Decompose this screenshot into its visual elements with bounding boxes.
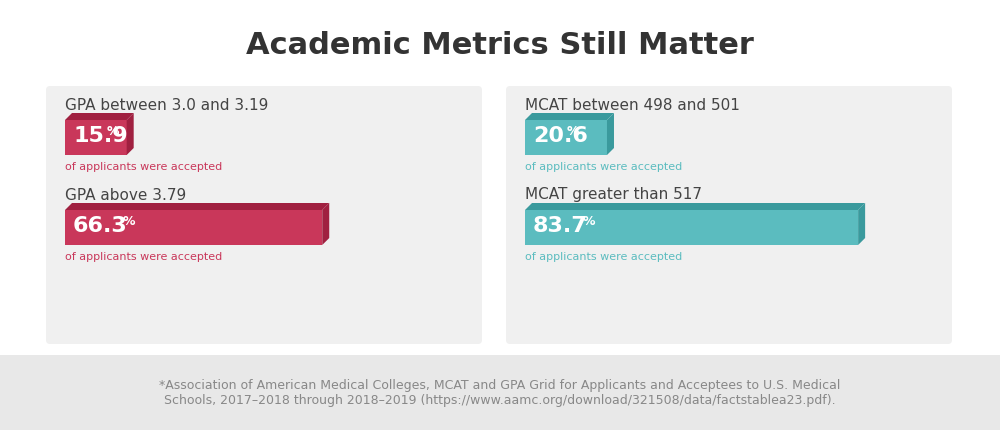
FancyBboxPatch shape: [525, 120, 607, 155]
Polygon shape: [127, 113, 134, 155]
Text: %: %: [123, 215, 136, 228]
Text: %: %: [583, 215, 596, 228]
Text: GPA above 3.79: GPA above 3.79: [65, 187, 186, 203]
Text: of applicants were accepted: of applicants were accepted: [525, 162, 682, 172]
Polygon shape: [322, 203, 329, 245]
FancyBboxPatch shape: [506, 86, 952, 344]
Polygon shape: [607, 113, 614, 155]
Polygon shape: [525, 203, 865, 210]
Text: of applicants were accepted: of applicants were accepted: [65, 252, 222, 262]
Text: 66.3: 66.3: [73, 215, 128, 236]
Text: of applicants were accepted: of applicants were accepted: [525, 252, 682, 262]
Text: 15.9: 15.9: [73, 126, 128, 145]
Text: GPA between 3.0 and 3.19: GPA between 3.0 and 3.19: [65, 98, 268, 113]
Text: 20.6: 20.6: [533, 126, 588, 145]
Text: of applicants were accepted: of applicants were accepted: [65, 162, 222, 172]
Text: *Association of American Medical Colleges, MCAT and GPA Grid for Applicants and : *Association of American Medical College…: [159, 379, 841, 407]
Text: Academic Metrics Still Matter: Academic Metrics Still Matter: [246, 31, 754, 59]
Text: 83.7: 83.7: [533, 215, 588, 236]
Text: %: %: [567, 125, 580, 138]
FancyBboxPatch shape: [65, 210, 322, 245]
Polygon shape: [65, 113, 134, 120]
FancyBboxPatch shape: [65, 120, 127, 155]
Polygon shape: [65, 203, 329, 210]
Text: %: %: [107, 125, 120, 138]
Polygon shape: [858, 203, 865, 245]
Polygon shape: [525, 113, 614, 120]
Text: MCAT between 498 and 501: MCAT between 498 and 501: [525, 98, 740, 113]
FancyBboxPatch shape: [46, 86, 482, 344]
Text: MCAT greater than 517: MCAT greater than 517: [525, 187, 702, 203]
FancyBboxPatch shape: [0, 355, 1000, 430]
FancyBboxPatch shape: [525, 210, 858, 245]
